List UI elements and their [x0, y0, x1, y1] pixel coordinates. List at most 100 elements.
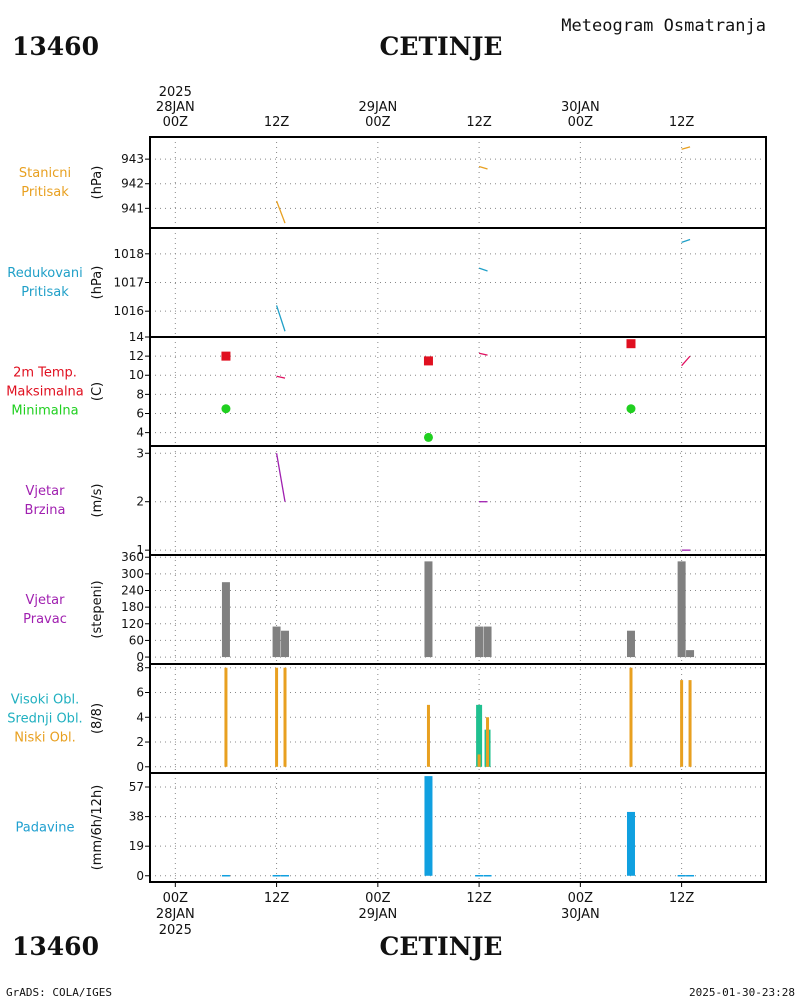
bar [626, 811, 635, 876]
panel-frame [149, 227, 767, 338]
y-axis-label: (8/8) [90, 703, 105, 734]
bar [283, 667, 287, 767]
bar [275, 667, 279, 767]
bottom-time-label: 00Z [365, 891, 391, 906]
bar [626, 630, 635, 658]
y-axis-label: (hPa) [90, 166, 105, 200]
bar [477, 754, 481, 767]
panel-title-line: Vjetar [26, 593, 66, 608]
y-tick-label: 4 [136, 426, 144, 440]
y-tick-label: 0 [136, 760, 144, 774]
y-tick-label: 360 [121, 550, 144, 564]
y-tick-label: 1 [136, 543, 144, 557]
bar [281, 630, 290, 658]
bar [486, 717, 490, 767]
min-temp-marker [626, 404, 636, 414]
y-tick-label: 943 [121, 152, 144, 166]
bar [629, 667, 633, 767]
bar [677, 561, 686, 658]
y-tick-label: 3 [136, 446, 144, 460]
panel-frame [149, 336, 767, 447]
panel-title-line: Stanicni [19, 166, 71, 181]
y-axis-label: (mm/6h/12h) [90, 785, 105, 871]
panel-frame [149, 772, 767, 883]
panel-station-pressure: 941 942 943 Stanicni Pritisak (hPa) [19, 136, 767, 229]
y-tick-label: 0 [136, 869, 144, 883]
bottom-time-label: 12Z [466, 891, 492, 906]
y-axis-label: (m/s) [90, 484, 105, 518]
y-tick-label: 2 [136, 495, 144, 509]
panel-title-line: Srednji Obl. [7, 712, 82, 727]
top-time-label: 28JAN [156, 100, 195, 115]
bar [221, 582, 230, 658]
panel-precipitation: 0 19 38 57 Padavine (mm/6h/12h) [16, 772, 767, 883]
y-tick-label: 1018 [113, 247, 144, 261]
min-temp-marker [221, 404, 231, 414]
y-tick-label: 120 [121, 617, 144, 631]
panel-title-line: Niski Obl. [14, 731, 76, 746]
y-tick-label: 1016 [113, 304, 144, 318]
y-tick-label: 300 [121, 567, 144, 581]
panel-wind-direction: 0 60 120 180 240 300 360 Vjetar Pravac (stepeni) [23, 550, 767, 665]
y-tick-label: 6 [136, 685, 144, 699]
y-tick-label: 14 [129, 330, 144, 344]
meteogram-subtitle: Meteogram Osmatranja [561, 16, 766, 36]
bar [677, 874, 686, 877]
bar [426, 704, 430, 767]
bottom-time-label: 30JAN [561, 907, 600, 922]
bottom-time-label: 29JAN [358, 907, 397, 922]
y-tick-label: 38 [129, 810, 144, 824]
bar [680, 680, 684, 767]
credit-text: GrADS: COLA/IGES [6, 986, 112, 999]
top-time-label: 12Z [466, 115, 492, 130]
panel-title-line: Padavine [16, 821, 75, 836]
series-line-segment [276, 375, 286, 379]
panel-frame [149, 663, 767, 774]
y-tick-label: 941 [121, 201, 144, 215]
panel-title-line: Minimalna [11, 404, 78, 419]
series-line-segment [681, 355, 691, 367]
series-line-segment [275, 305, 286, 332]
station-name-bottom: CETINJE [380, 932, 503, 961]
bar [221, 874, 230, 877]
panel-title-line: Redukovani [7, 266, 82, 281]
series-line-segment [681, 146, 691, 150]
bar [224, 667, 228, 767]
y-tick-label: 8 [136, 661, 144, 675]
bar [272, 874, 281, 877]
panel-frame [149, 554, 767, 665]
y-tick-label: 12 [129, 349, 144, 363]
y-tick-label: 1017 [113, 276, 144, 290]
series-line-segment [275, 453, 286, 502]
series-line-segment [681, 238, 691, 243]
series-line-segment [275, 200, 286, 224]
bottom-time-label: 00Z [568, 891, 594, 906]
y-tick-label: 180 [121, 600, 144, 614]
panel-frame [149, 445, 767, 556]
bar [475, 626, 484, 658]
y-tick-label: 4 [136, 710, 144, 724]
bar [475, 874, 484, 877]
station-id-top: 13460 [12, 32, 99, 61]
y-tick-label: 8 [136, 387, 144, 401]
bar [424, 561, 433, 658]
panel-cloud-cover: 0 2 4 6 8 Visoki Obl. Srednji Obl. Niski Obl. (8… [7, 661, 767, 774]
bar [424, 776, 433, 876]
top-time-label: 30JAN [561, 100, 600, 115]
panel-title-line: Brzina [25, 503, 66, 518]
max-temp-marker [221, 351, 231, 361]
bottom-time-label: 28JAN [156, 907, 195, 922]
bar [272, 626, 281, 658]
y-tick-label: 57 [129, 780, 144, 794]
panel-title-line: Vjetar [26, 484, 66, 499]
bar [688, 680, 692, 767]
top-time-label: 12Z [264, 115, 290, 130]
series-line-segment [478, 267, 488, 272]
bar [483, 874, 492, 877]
panel-title-line: Maksimalna [6, 385, 84, 400]
y-tick-label: 942 [121, 177, 144, 191]
y-tick-label: 2 [136, 735, 144, 749]
